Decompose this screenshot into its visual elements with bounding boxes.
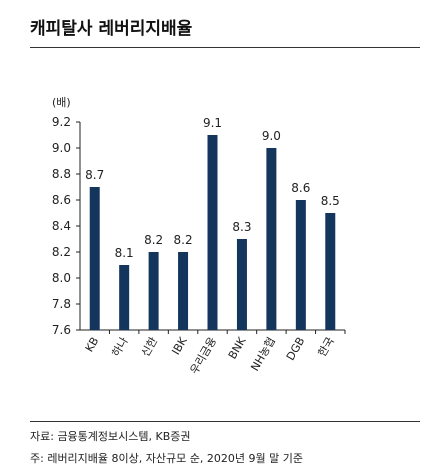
y-tick-label: 8.8 [52, 167, 71, 181]
data-label: 8.2 [144, 233, 163, 247]
footnote: 주: 레버리지배율 8이상, 자산규모 순, 2020년 9월 말 기준 [30, 452, 303, 465]
bar-8 [325, 213, 336, 330]
data-label: 9.1 [203, 116, 222, 130]
bar-2 [148, 252, 159, 330]
y-axis-unit-label: (배) [52, 96, 71, 109]
data-label: 9.0 [262, 129, 281, 143]
title-underline [30, 47, 420, 48]
data-labels: 8.7 8.1 8.2 8.2 9.1 8.3 9.0 8.6 8.5 [85, 116, 340, 260]
bar-7 [295, 200, 306, 330]
x-tick-label: KB [83, 335, 102, 354]
y-tick-label: 7.8 [52, 297, 71, 311]
data-label: 8.5 [321, 194, 340, 208]
data-label: 8.1 [115, 246, 134, 260]
y-tick-label: 9.2 [52, 115, 71, 129]
x-tick-label: 우리금융 [188, 335, 220, 377]
y-axis: 7.6 7.8 8.0 8.2 8.4 8.6 8.8 9.0 9.2 [52, 115, 81, 337]
bar-0 [89, 187, 100, 330]
bar-5 [236, 239, 247, 330]
y-tick-label: 8.0 [52, 271, 71, 285]
x-tick-label: BNK [226, 334, 249, 361]
data-label: 8.3 [232, 220, 251, 234]
y-tick-label: 9.0 [52, 141, 71, 155]
x-tick-label: 하나 [109, 335, 131, 360]
data-label: 8.6 [291, 181, 310, 195]
x-axis [80, 329, 346, 334]
bar-series [89, 135, 336, 330]
x-tick-label: NH농협 [248, 335, 278, 373]
y-tick-label: 7.6 [52, 323, 71, 337]
chart-title: 캐피탈사 레버리지배율 [30, 19, 193, 39]
bar-4 [207, 135, 218, 330]
y-tick-label: 8.4 [52, 219, 71, 233]
x-tick-label: 한국 [315, 335, 336, 359]
bar-chart: 7.6 7.8 8.0 8.2 8.4 8.6 8.8 9.0 9.2 8.7 8.1 8.2 8.2… [52, 115, 346, 377]
data-label: 8.2 [174, 233, 193, 247]
x-tick-label: DGB [284, 335, 308, 363]
bar-6 [266, 148, 277, 330]
x-tick-label: 신한 [139, 335, 160, 359]
source-note: 자료: 금융통계정보시스템, KB증권 [30, 430, 191, 443]
footer-divider [30, 421, 420, 422]
y-tick-label: 8.6 [52, 193, 71, 207]
bar-1 [119, 265, 130, 330]
x-tick-label: IBK [169, 334, 190, 357]
bar-3 [178, 252, 189, 330]
y-tick-label: 8.2 [52, 245, 71, 259]
data-label: 8.7 [85, 168, 104, 182]
